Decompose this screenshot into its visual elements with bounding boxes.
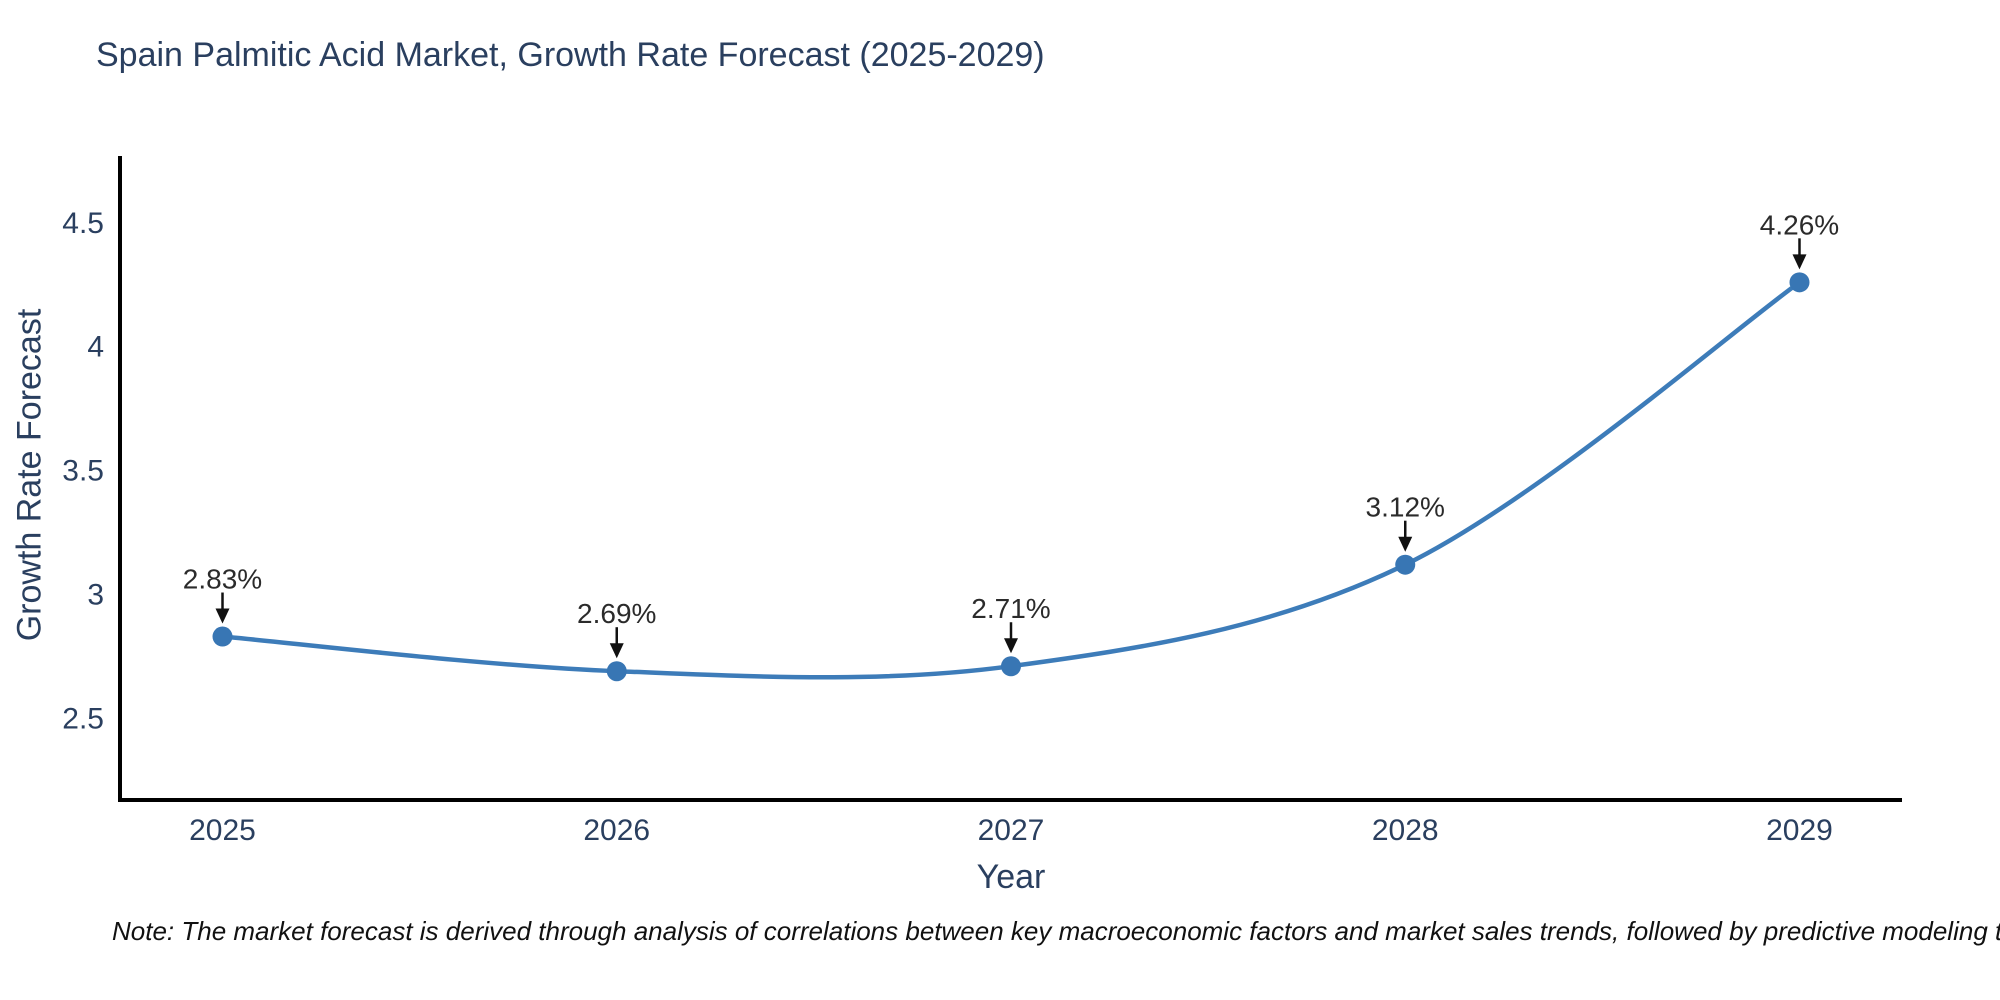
annotation-arrowhead [609,643,624,659]
y-tick-label: 3.5 [62,455,104,488]
point-value-label: 2.83% [183,564,262,595]
y-axis-title: Growth Rate Forecast [10,308,49,642]
series-line [222,280,1801,680]
data-point-2029[interactable] [1789,272,1810,293]
x-tick-label: 2027 [978,814,1045,847]
point-value-label: 3.12% [1366,492,1445,523]
y-tick-label: 4.5 [62,207,104,240]
point-value-label: 2.69% [577,598,656,629]
point-value-label: 4.26% [1760,209,1839,240]
x-tick-label: 2028 [1372,814,1439,847]
chart-title: Spain Palmitic Acid Market, Growth Rate … [96,36,1045,74]
data-point-2026[interactable] [606,661,627,682]
y-tick-label: 2.5 [62,702,104,735]
data-point-2027[interactable] [1001,656,1021,677]
data-point-2025[interactable] [212,626,233,647]
annotation-arrowhead [1398,536,1413,552]
y-tick-label: 3 [87,578,104,611]
x-tick-label: 2026 [583,814,650,847]
annotation-arrowhead [215,608,230,624]
footnote: Note: The market forecast is derived thr… [112,916,2000,946]
annotation-arrowhead [1792,254,1807,270]
x-tick-label: 2025 [189,814,256,847]
annotation-arrowhead [1004,638,1018,654]
y-tick-label: 4 [87,331,104,364]
x-tick-label: 2029 [1766,814,1833,847]
x-axis-title: Year [976,858,1046,896]
point-value-label: 2.71% [971,593,1050,624]
data-point-2028[interactable] [1395,554,1416,575]
